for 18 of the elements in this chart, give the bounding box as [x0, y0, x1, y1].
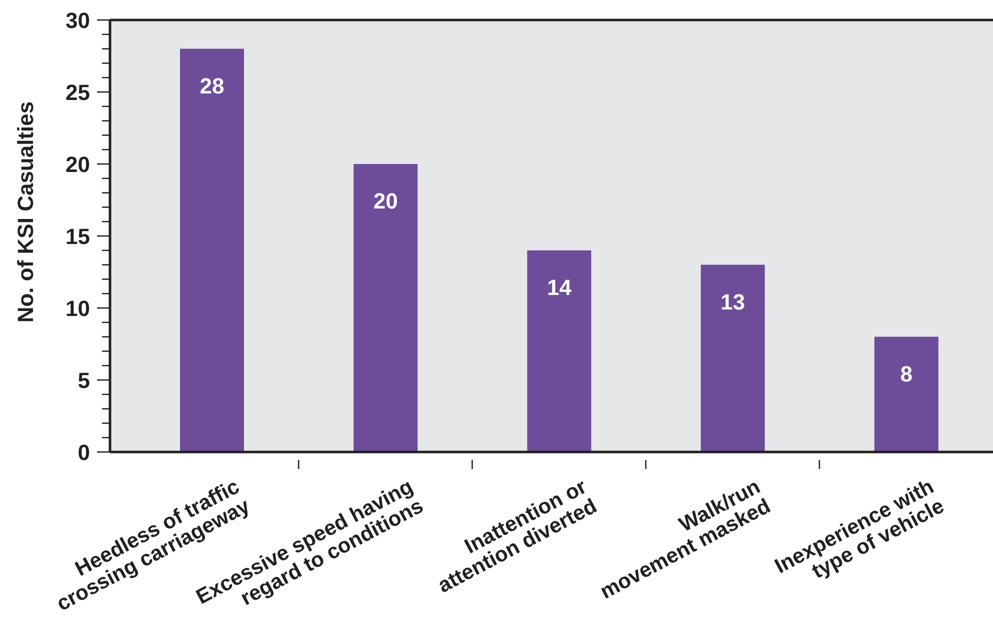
data-label: 28 [200, 73, 224, 98]
y-tick-label: 20 [66, 152, 90, 176]
bar [700, 264, 765, 452]
data-label: 13 [720, 289, 746, 314]
y-axis-title: No. of KSI Casualties [12, 101, 38, 323]
bar [354, 164, 418, 452]
y-tick-label: 15 [66, 224, 90, 248]
y-tick-label: 10 [66, 296, 90, 320]
y-tick-label: 0 [78, 440, 90, 464]
bar [180, 48, 244, 452]
y-tick-label: 5 [78, 368, 90, 392]
y-tick-label: 30 [66, 8, 90, 32]
bar [874, 336, 938, 452]
bar [527, 250, 592, 452]
data-label: 14 [546, 275, 572, 300]
data-label: 20 [373, 188, 398, 214]
y-tick-label: 25 [66, 80, 90, 104]
data-label: 8 [900, 361, 913, 386]
